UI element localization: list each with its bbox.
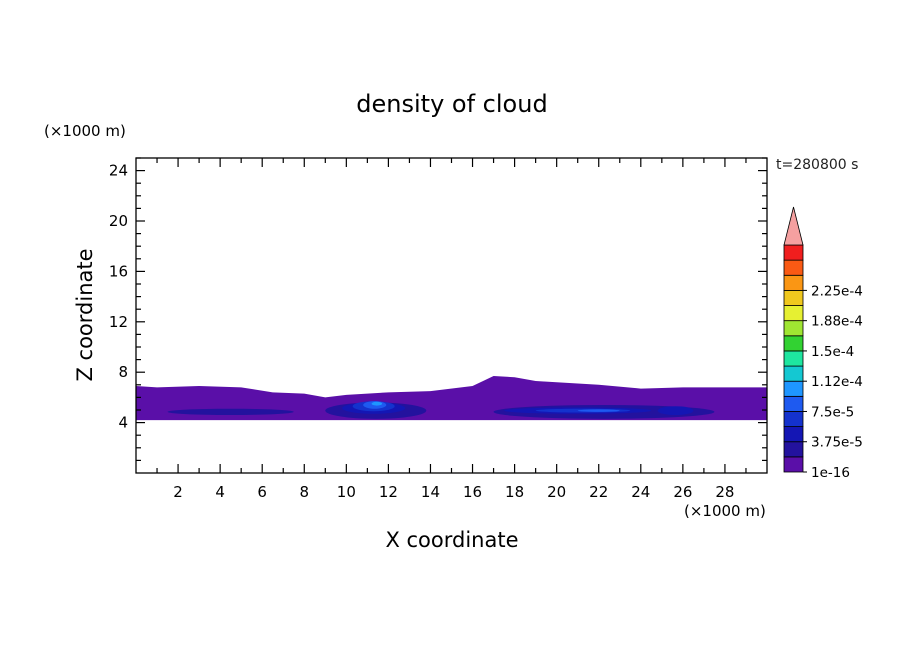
x-tick-label: 2 bbox=[173, 483, 183, 501]
x-tick-label: 26 bbox=[673, 483, 692, 501]
x-tick-label: 22 bbox=[589, 483, 608, 501]
colorbar-label: 1.5e-4 bbox=[811, 344, 854, 360]
x-unit-label: (×1000 m) bbox=[684, 502, 766, 520]
x-tick-label: 4 bbox=[215, 483, 225, 501]
colorbar-segment bbox=[783, 274, 804, 291]
colorbar-segment bbox=[783, 320, 804, 337]
density-contour bbox=[167, 408, 294, 416]
chart-title: density of cloud bbox=[356, 90, 547, 118]
x-tick-label: 12 bbox=[379, 483, 398, 501]
colorbar-label: 3.75e-5 bbox=[811, 435, 863, 451]
y-tick-label: 4 bbox=[118, 414, 128, 432]
x-tick-label: 8 bbox=[299, 483, 309, 501]
x-tick-label: 20 bbox=[547, 483, 566, 501]
colorbar-segment bbox=[783, 456, 804, 473]
y-axis-ticks: 4 8 12 16 20 24 bbox=[109, 157, 767, 461]
y-tick-label: 16 bbox=[109, 262, 128, 280]
y-tick-label: 12 bbox=[109, 313, 128, 331]
y-tick-label: 24 bbox=[109, 162, 128, 180]
x-tick-label: 18 bbox=[505, 483, 524, 501]
colorbar-label: 1.12e-4 bbox=[811, 374, 863, 390]
colorbar-segment bbox=[783, 305, 804, 322]
y-tick-label: 8 bbox=[118, 363, 128, 381]
colorbar-segment bbox=[783, 380, 804, 397]
plot-frame bbox=[135, 157, 768, 474]
cloud-layer bbox=[136, 375, 767, 421]
x-tick-label: 10 bbox=[337, 483, 356, 501]
x-tick-label: 16 bbox=[463, 483, 482, 501]
colorbar-segment bbox=[783, 289, 804, 306]
x-tick-label: 24 bbox=[631, 483, 650, 501]
colorbar-label: 7.5e-5 bbox=[811, 404, 854, 420]
density-contour bbox=[657, 406, 694, 416]
y-tick-label: 20 bbox=[109, 212, 128, 230]
colorbar-label: 2.25e-4 bbox=[811, 283, 863, 299]
x-tick-label: 28 bbox=[715, 483, 734, 501]
colorbar-segment bbox=[783, 395, 804, 412]
colorbar-label: 1e-16 bbox=[811, 465, 850, 481]
x-tick-label: 6 bbox=[257, 483, 267, 501]
x-axis-title: X coordinate bbox=[385, 528, 518, 552]
density-contour bbox=[371, 401, 383, 406]
colorbar-segment bbox=[783, 350, 804, 367]
colorbar-segment bbox=[783, 365, 804, 382]
x-tick-label: 14 bbox=[421, 483, 440, 501]
colorbar-segment bbox=[783, 259, 804, 276]
time-label: t=280800 s bbox=[776, 157, 858, 173]
y-axis-title: Z coordinate bbox=[73, 248, 97, 381]
colorbar-segment bbox=[783, 441, 804, 458]
x-axis-ticks: 2 4 6 8 10 12 14 16 18 20 22 24 26 28 bbox=[156, 158, 747, 501]
colorbar-extension bbox=[783, 206, 804, 246]
y-unit-label: (×1000 m) bbox=[44, 122, 126, 140]
colorbar-segment bbox=[783, 411, 804, 428]
colorbar-segment bbox=[783, 244, 804, 261]
colorbar: 1e-16 3.75e-5 7.5e-5 1.12e-4 1.5e-4 1.88e-4 2.… bbox=[783, 206, 863, 481]
density-contour bbox=[577, 409, 620, 412]
colorbar-label: 1.88e-4 bbox=[811, 314, 863, 330]
colorbar-segment bbox=[783, 335, 804, 352]
colorbar-segment bbox=[783, 426, 804, 443]
